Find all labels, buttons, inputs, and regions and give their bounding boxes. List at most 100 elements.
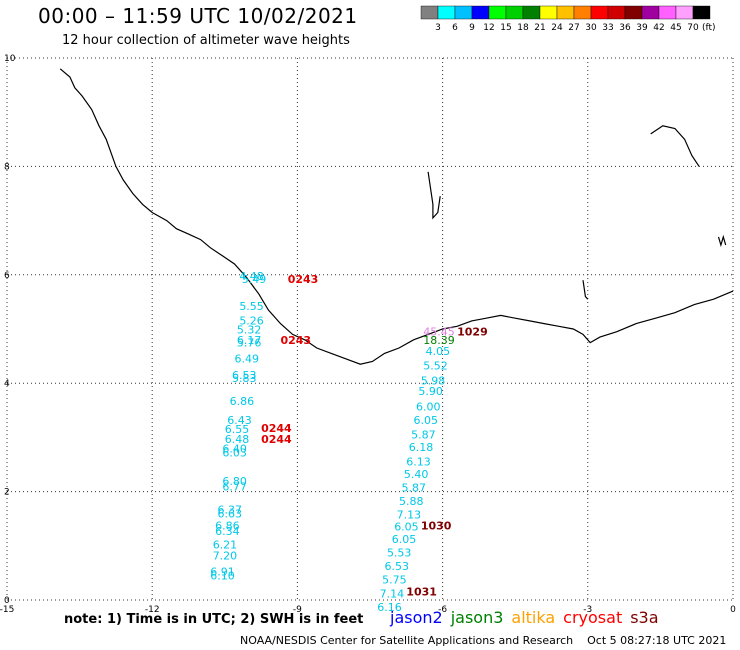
chart-title: 00:00 – 11:59 UTC 10/02/2021 [38,4,358,28]
wave-height-label: 6.37 [218,503,243,516]
wave-height-label: 6.53 [232,369,257,382]
wave-height-label: 6.21 [213,539,238,552]
color-scale-label: 18 [517,23,529,33]
wave-height-label: 5.87 [401,482,426,495]
wave-height-label: 0243 [288,273,319,286]
wave-height-label: 6.17 [237,334,262,347]
y-tick-label: 6 [4,271,10,281]
x-tick-label: -3 [583,605,592,615]
data-labels: 4.485.495.555.265.326.175.766.496.535.83… [210,270,487,614]
wave-height-label: 7.20 [213,549,238,562]
wave-height-label: 4.48 [239,270,264,283]
color-scale-label: 15 [500,23,511,33]
color-swatch [641,5,660,20]
wave-height-label: 6.00 [416,400,441,413]
y-tick-label: 4 [4,379,10,389]
color-scale-legend: 3 6 9 12 15 18 21 24 27 30 33 36 39 42 45 70 (ft) [420,5,716,33]
x-tick-label: -12 [145,605,160,615]
wave-height-label: 6.63 [218,508,243,521]
wave-height-label: 5.90 [418,385,443,398]
color-scale-label: 6 [452,23,458,33]
color-swatch [556,5,575,20]
wave-height-label: 5.76 [237,336,262,349]
wave-height-label: 6.91 [210,566,235,579]
wave-height-label: 5.98 [421,374,446,387]
legend-jason2: jason2 [390,608,443,627]
footer-note: note: 1) Time is in UTC; 2) SWH is in fe… [64,612,364,627]
color-swatch [692,5,711,20]
color-scale-label: 21 [534,23,545,33]
satellite-legend: jason2 jason3 altika cryosat s3a [390,608,667,627]
chart-subtitle: 12 hour collection of altimeter wave hei… [62,33,350,48]
x-tick-label: -9 [293,605,302,615]
wave-height-label: 6.05 [394,521,419,534]
y-tick-label: 10 [4,54,16,64]
footer-credit: NOAA/NESDIS Center for Satellite Applica… [240,634,726,647]
wave-height-label: 4.05 [426,345,451,358]
wave-height-label: 18.39 [423,334,455,347]
coastline [59,68,734,365]
wave-height-label: 5.75 [382,574,407,587]
land-fragment [650,125,700,167]
wave-height-label: 6.40 [222,443,247,456]
legend-s3a: s3a [630,608,659,627]
wave-height-label: 6.13 [406,456,431,469]
wave-height-label: 45.45 [423,326,455,339]
color-swatch [590,5,609,20]
credit-text: NOAA/NESDIS Center for Satellite Applica… [240,634,574,647]
credit-timestamp: Oct 5 08:27:18 UTC 2021 [587,634,727,647]
land-fragment [582,280,589,300]
color-scale-label: 30 [585,23,597,33]
color-swatch [437,5,456,20]
wave-height-label: 5.26 [239,315,264,328]
color-swatch [522,5,541,20]
color-scale-label: 27 [568,23,579,33]
coastline-path [59,68,734,365]
color-scale-label: 9 [469,23,475,33]
color-swatch [505,5,524,20]
color-scale-label: 42 [653,23,664,33]
axis-ticks: -15 -12 -9 -6 -3 0 0 2 4 6 8 10 [0,54,736,615]
wave-height-label: 6.03 [222,446,247,459]
wave-height-label: 6.49 [234,353,258,366]
wave-height-label: 5.40 [404,468,429,481]
color-scale-label: 3 [435,23,441,33]
y-tick-label: 0 [4,596,10,606]
legend-jason3: jason3 [450,608,504,627]
wave-height-label: 5.55 [239,300,264,313]
wave-height-label: 6.05 [392,533,417,546]
x-tick-label: -6 [438,605,447,615]
wave-height-label: 6.34 [215,525,240,538]
color-scale-unit: (ft) [702,23,716,33]
wave-height-label: 6.77 [222,481,247,494]
wave-height-label: 0244 [261,433,292,446]
wave-height-label: 5.87 [411,428,436,441]
color-swatch [471,5,490,20]
color-swatch [420,5,439,20]
wave-height-label: 5.53 [387,547,412,560]
wave-height-label: 6.53 [385,560,410,573]
land-fragment [427,171,441,220]
wave-height-label: 6.18 [409,441,434,454]
color-scale-label: 39 [636,23,648,33]
legend-altika: altika [511,608,556,627]
color-scale-label: 12 [483,23,494,33]
wave-height-label: 6.10 [210,569,235,582]
color-swatch [539,5,558,20]
x-tick-label: 0 [730,605,736,615]
wave-height-label: 6.86 [230,395,255,408]
wave-height-label: 5.52 [423,360,448,373]
wave-height-label: 6.05 [414,414,439,427]
color-scale-label: 33 [602,23,613,33]
wave-height-label: 6.80 [222,475,247,488]
color-swatch [624,5,643,20]
color-swatch [488,5,507,20]
y-tick-label: 8 [4,162,10,172]
wave-height-label: 5.32 [237,323,262,336]
wave-height-label: 7.14 [380,587,405,600]
land-fragment [717,234,727,248]
wave-height-label: 6.16 [377,601,402,614]
color-scale-label: 70 [687,23,699,33]
wave-height-label: 7.13 [397,509,422,522]
